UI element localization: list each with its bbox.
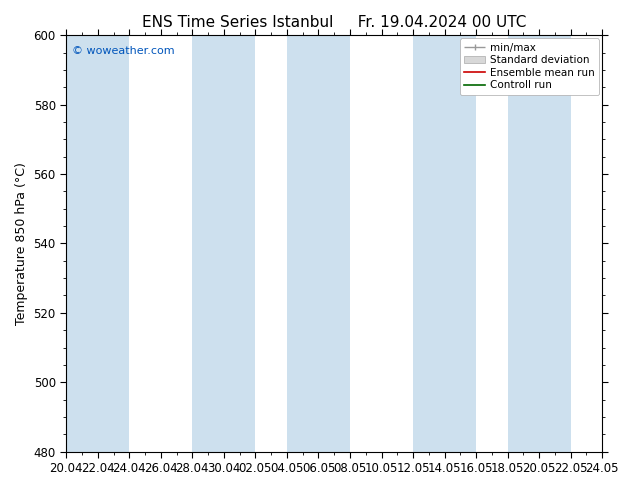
Bar: [287, 35, 350, 452]
Title: ENS Time Series Istanbul     Fr. 19.04.2024 00 UTC: ENS Time Series Istanbul Fr. 19.04.2024 …: [142, 15, 526, 30]
Bar: [508, 35, 571, 452]
Y-axis label: Temperature 850 hPa (°C): Temperature 850 hPa (°C): [15, 162, 28, 325]
Bar: [192, 35, 256, 452]
Text: © woweather.com: © woweather.com: [72, 46, 174, 56]
Legend: min/max, Standard deviation, Ensemble mean run, Controll run: min/max, Standard deviation, Ensemble me…: [460, 38, 599, 95]
Bar: [66, 35, 129, 452]
Bar: [413, 35, 476, 452]
